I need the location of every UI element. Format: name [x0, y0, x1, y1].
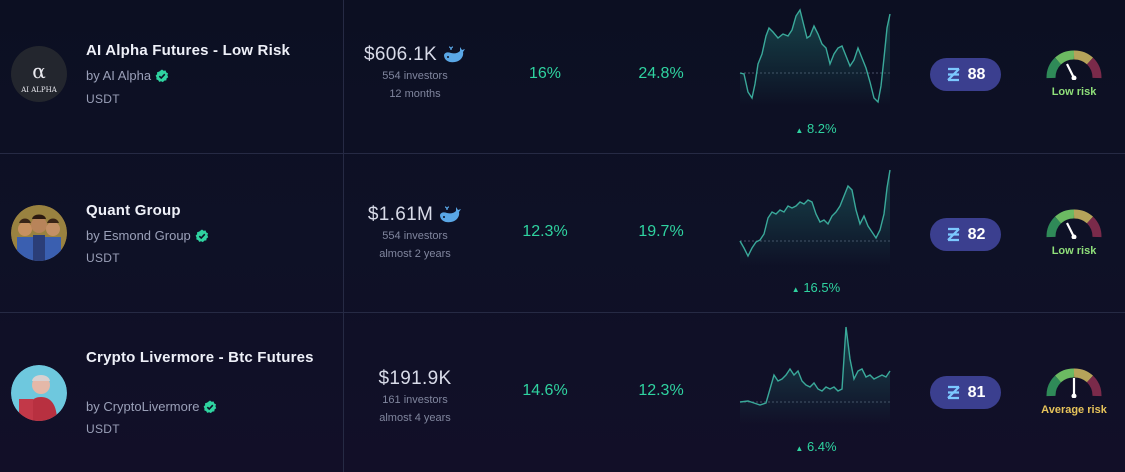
- performance-sparkline: [739, 169, 891, 266]
- score-logo-icon: [946, 227, 960, 242]
- strategy-name[interactable]: AI Alpha Futures - Low Risk: [86, 42, 291, 59]
- up-arrow-icon: ▲: [795, 444, 804, 453]
- investor-count: 554 investors: [382, 70, 448, 82]
- roi-percent: 12.3%: [638, 382, 684, 399]
- owner-name[interactable]: by Esmond Group: [86, 228, 191, 243]
- strategy-row[interactable]: Crypto Livermore - Btc Futures by Crypto…: [0, 313, 1125, 472]
- score-logo-icon: [946, 385, 960, 400]
- owner-name[interactable]: by CryptoLivermore: [86, 399, 200, 414]
- strategy-duration: almost 2 years: [379, 248, 451, 260]
- risk-gauge: Low risk: [1038, 50, 1110, 98]
- score-logo-icon: [946, 67, 960, 82]
- risk-gauge: Average risk: [1038, 368, 1110, 416]
- up-arrow-icon: ▲: [795, 126, 804, 135]
- risk-gauge: Low risk: [1038, 209, 1110, 257]
- risk-label: Low risk: [1051, 86, 1097, 98]
- strategy-duration: 12 months: [389, 88, 441, 100]
- avatar: α AI ALPHA: [11, 46, 67, 102]
- owner-name[interactable]: by AI Alpha: [86, 68, 152, 83]
- currency-label: USDT: [86, 251, 120, 265]
- score-badge[interactable]: 88: [930, 58, 1001, 91]
- aum-cell: $1.61M 554 investors almost 2 years: [350, 204, 480, 262]
- aum-value: $1.61M: [367, 204, 434, 225]
- period-change: ▲ 8.2%: [795, 121, 837, 136]
- avatar-logo-text: AI ALPHA: [20, 86, 58, 94]
- verified-badge-icon: [204, 400, 217, 413]
- avatar: [11, 365, 67, 421]
- strategy-name[interactable]: Quant Group: [86, 202, 181, 219]
- score-badge[interactable]: 81: [930, 376, 1001, 409]
- aum-cell: $191.9K 161 investors almost 4 years: [350, 368, 480, 426]
- whale-icon: [440, 206, 462, 223]
- investor-count: 161 investors: [382, 394, 448, 406]
- risk-gauge-icon: [1046, 209, 1102, 240]
- currency-label: USDT: [86, 92, 120, 106]
- risk-label: Average risk: [1041, 404, 1107, 416]
- verified-badge-icon: [195, 229, 208, 242]
- roi-percent: 19.7%: [638, 223, 684, 240]
- return-percent: 14.6%: [522, 382, 568, 399]
- investor-count: 554 investors: [382, 230, 448, 242]
- period-change: ▲ 16.5%: [791, 280, 841, 295]
- whale-icon: [443, 46, 465, 63]
- aum-cell: $606.1K 554 investors 12 months: [350, 44, 480, 102]
- avatar-logo-symbol: α: [32, 59, 46, 83]
- score-value: 82: [967, 225, 986, 243]
- score-value: 81: [967, 383, 986, 401]
- return-percent: 16%: [528, 65, 562, 82]
- column-divider: [343, 0, 344, 472]
- period-change: ▲ 6.4%: [795, 439, 837, 454]
- roi-percent: 24.8%: [638, 65, 684, 82]
- score-value: 88: [967, 65, 986, 83]
- verified-badge-icon: [155, 69, 169, 82]
- performance-sparkline: [739, 326, 891, 425]
- avatar: [11, 205, 67, 261]
- risk-gauge-icon: [1046, 50, 1102, 81]
- currency-label: USDT: [86, 422, 120, 436]
- return-percent: 12.3%: [522, 223, 568, 240]
- performance-sparkline: [739, 8, 891, 106]
- score-badge[interactable]: 82: [930, 218, 1001, 251]
- strategy-owner: by CryptoLivermore: [86, 399, 217, 414]
- aum-value: $606.1K: [364, 44, 437, 65]
- strategy-name[interactable]: Crypto Livermore - Btc Futures: [86, 349, 314, 366]
- risk-label: Low risk: [1051, 245, 1097, 257]
- strategy-duration: almost 4 years: [379, 412, 451, 424]
- strategy-owner: by Esmond Group: [86, 228, 209, 243]
- aum-value: $191.9K: [378, 368, 452, 389]
- strategy-owner: by AI Alpha: [86, 68, 169, 83]
- up-arrow-icon: ▲: [791, 285, 800, 294]
- strategy-row[interactable]: α AI ALPHA AI Alpha Futures - Low Risk b…: [0, 0, 1125, 154]
- risk-gauge-icon: [1046, 368, 1102, 399]
- strategy-row[interactable]: Quant Group by Esmond Group USDT $1.61M …: [0, 154, 1125, 313]
